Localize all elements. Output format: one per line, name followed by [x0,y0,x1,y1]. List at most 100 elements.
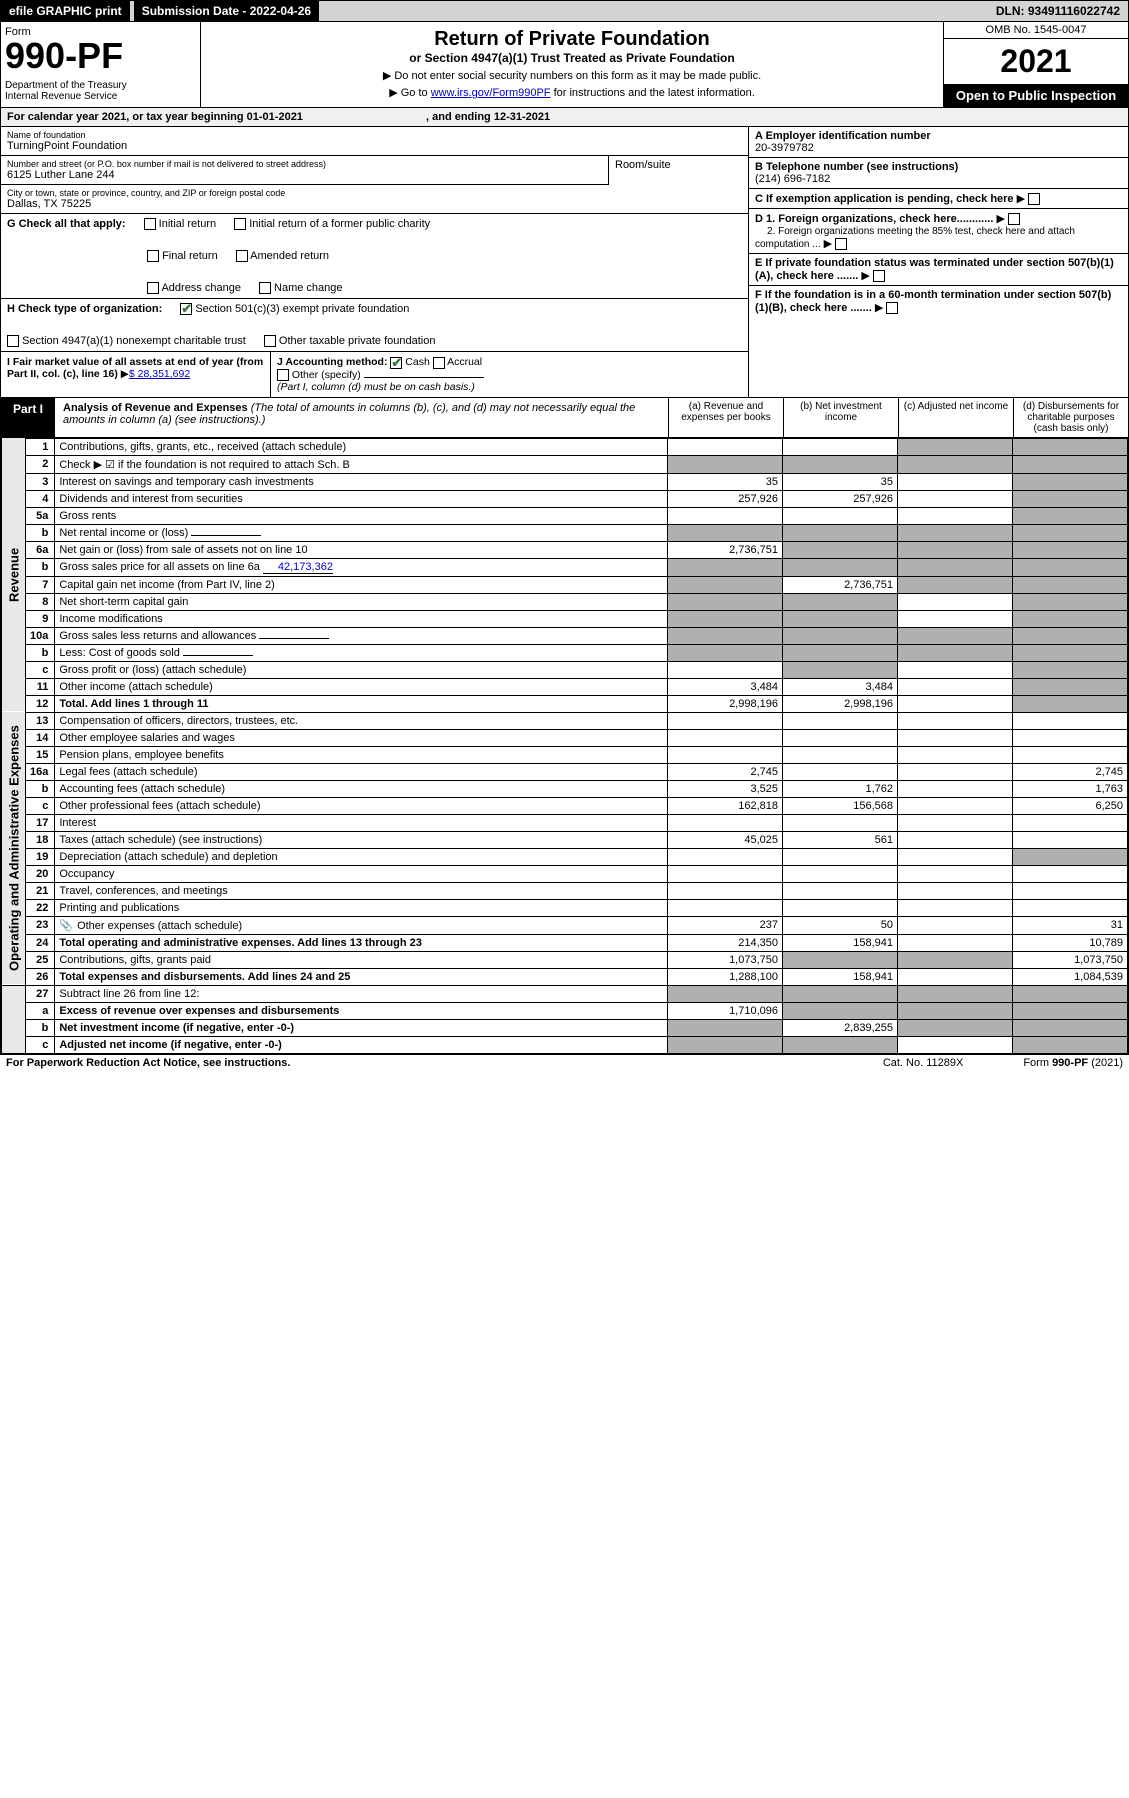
table-cell: 3,484 [668,678,783,695]
row-desc: Gross profit or (loss) (attach schedule) [55,661,668,678]
dept-treasury: Department of the Treasury Internal Reve… [5,80,196,102]
table-cell [1013,695,1128,712]
row-number: c [26,661,55,678]
row-desc: Adjusted net income (if negative, enter … [55,1036,668,1053]
table-cell [898,661,1013,678]
address-change-checkbox[interactable] [147,282,159,294]
row-desc: 📎Other expenses (attach schedule) [55,916,668,934]
row-number: b [26,1019,55,1036]
table-cell [783,455,898,473]
table-cell [783,899,898,916]
table-cell [783,627,898,644]
table-cell [1013,438,1128,455]
efile-label: efile GRAPHIC print [1,1,130,21]
fmv-value[interactable]: $ 28,351,692 [129,368,190,380]
row-desc: Net rental income or (loss) [55,524,668,541]
table-cell [668,985,783,1002]
form-number: 990-PF [5,38,196,74]
d2-label: 2. Foreign organizations meeting the 85%… [755,226,1075,250]
part1-header: Part I Analysis of Revenue and Expenses … [1,398,1128,438]
501c3-checkbox[interactable] [180,303,192,315]
table-cell [783,712,898,729]
table-cell [783,558,898,576]
table-cell [783,507,898,524]
table-cell [668,644,783,661]
table-cell [898,473,1013,490]
f-label: F If the foundation is in a 60-month ter… [755,289,1111,314]
instructions-link[interactable]: www.irs.gov/Form990PF [431,87,551,99]
table-cell: 257,926 [783,490,898,507]
table-cell [898,848,1013,865]
table-cell: 2,745 [1013,763,1128,780]
table-cell [898,763,1013,780]
calendar-year-row: For calendar year 2021, or tax year begi… [1,108,1128,127]
table-cell [783,438,898,455]
table-cell [898,1002,1013,1019]
row-desc: Net short-term capital gain [55,593,668,610]
4947-checkbox[interactable] [7,335,19,347]
table-cell: 2,998,196 [668,695,783,712]
table-cell [898,916,1013,934]
other-taxable-checkbox[interactable] [264,335,276,347]
part1-label: Part I [1,398,55,437]
page-footer: For Paperwork Reduction Act Notice, see … [0,1055,1129,1071]
table-cell [1013,678,1128,695]
table-cell [668,746,783,763]
amended-return-checkbox[interactable] [236,250,248,262]
table-cell [898,610,1013,627]
table-cell [668,576,783,593]
attachment-icon[interactable]: 📎 [59,920,73,932]
initial-return-former-checkbox[interactable] [234,218,246,230]
row-desc: Occupancy [55,865,668,882]
table-cell: 1,763 [1013,780,1128,797]
city-label: City or town, state or province, country… [7,188,742,198]
table-cell [898,678,1013,695]
d1-checkbox[interactable] [1008,213,1020,225]
table-cell [898,712,1013,729]
j-note: (Part I, column (d) must be on cash basi… [277,381,475,393]
accrual-checkbox[interactable] [433,357,445,369]
table-cell [668,814,783,831]
table-cell [668,661,783,678]
other-method-checkbox[interactable] [277,369,289,381]
row-desc: Gross sales price for all assets on line… [55,558,668,576]
d2-checkbox[interactable] [835,238,847,250]
row-number: 6a [26,541,55,558]
table-cell [783,814,898,831]
table-cell [898,882,1013,899]
b-label: B Telephone number (see instructions) [755,161,958,173]
c-checkbox[interactable] [1028,193,1040,205]
table-cell [783,593,898,610]
table-cell: 1,288,100 [668,968,783,985]
row-desc: Other employee salaries and wages [55,729,668,746]
row-number: 22 [26,899,55,916]
name-change-checkbox[interactable] [259,282,271,294]
table-cell [668,610,783,627]
col-c-header: (c) Adjusted net income [898,398,1013,437]
row-number: 2 [26,455,55,473]
table-cell: 45,025 [668,831,783,848]
final-return-checkbox[interactable] [147,250,159,262]
foundation-name: TurningPoint Foundation [7,140,742,152]
row-number: 17 [26,814,55,831]
table-cell: 50 [783,916,898,934]
table-cell: 1,073,750 [668,951,783,968]
table-cell [898,899,1013,916]
table-cell [898,831,1013,848]
city-value: Dallas, TX 75225 [7,198,742,210]
cash-checkbox[interactable] [390,357,402,369]
row-number: 7 [26,576,55,593]
table-cell [1013,865,1128,882]
e-checkbox[interactable] [873,270,885,282]
row-number: 25 [26,951,55,968]
initial-return-checkbox[interactable] [144,218,156,230]
inline-value [183,655,253,656]
table-cell [783,644,898,661]
f-checkbox[interactable] [886,302,898,314]
room-label: Room/suite [615,159,742,171]
row-desc: Printing and publications [55,899,668,916]
row-number: b [26,558,55,576]
table-cell: 1,084,539 [1013,968,1128,985]
table-cell [898,1036,1013,1053]
table-cell [1013,593,1128,610]
